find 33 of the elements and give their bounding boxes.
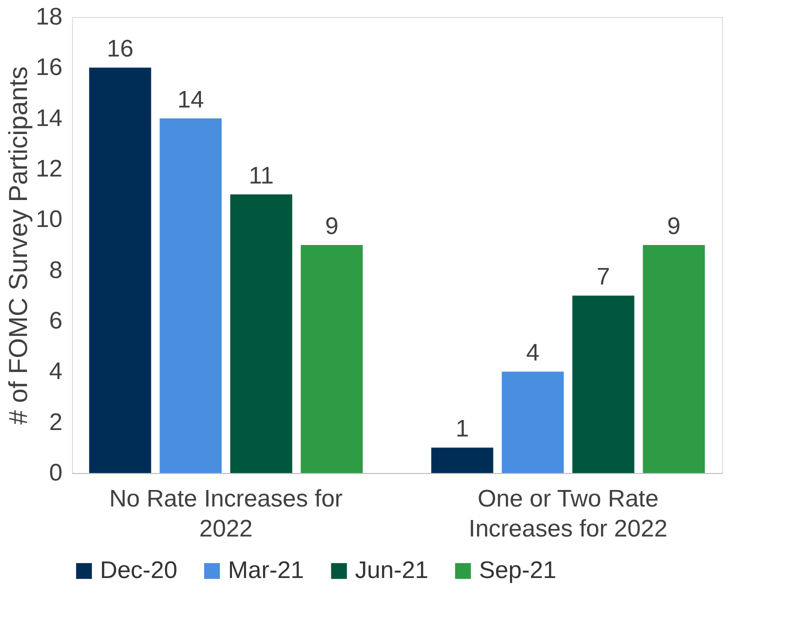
data-label: 11 <box>248 162 274 190</box>
data-label: 14 <box>177 86 204 114</box>
y-axis-title: # of FOMC Survey Participants <box>2 66 33 425</box>
x-tick-label: One or Two Rate Increases for 2022 <box>468 486 668 542</box>
y-tick-label: 8 <box>49 256 62 284</box>
y-tick-label: 2 <box>49 408 62 436</box>
data-label: 4 <box>526 340 540 367</box>
y-tick-label: 18 <box>36 4 62 30</box>
bar <box>431 448 494 473</box>
y-tick-label: 6 <box>49 308 62 334</box>
bar <box>160 118 222 473</box>
bar <box>642 245 705 473</box>
bar <box>572 296 634 473</box>
bar <box>89 68 152 473</box>
legend-label: Dec-20 <box>100 557 178 584</box>
bar <box>230 194 292 473</box>
x-tick-label: No Rate Increases for 2022 <box>109 486 343 542</box>
legend-label: Jun-21 <box>355 557 428 584</box>
data-label: 9 <box>667 213 681 240</box>
y-tick-label: 16 <box>36 54 62 82</box>
data-label: 16 <box>106 36 134 63</box>
data-label: 7 <box>596 264 610 291</box>
legend-label: Sep-21 <box>479 557 556 584</box>
legend-label: Mar-21 <box>228 557 304 584</box>
y-tick-label: 4 <box>49 358 62 386</box>
data-label: 9 <box>325 213 338 240</box>
y-tick-label: 10 <box>36 206 62 234</box>
bar <box>502 372 564 473</box>
y-tick-label: 0 <box>49 460 62 486</box>
y-tick-label: 14 <box>36 104 62 132</box>
y-tick-label: 12 <box>36 156 62 182</box>
bar <box>300 245 363 473</box>
data-label: 1 <box>456 416 469 443</box>
